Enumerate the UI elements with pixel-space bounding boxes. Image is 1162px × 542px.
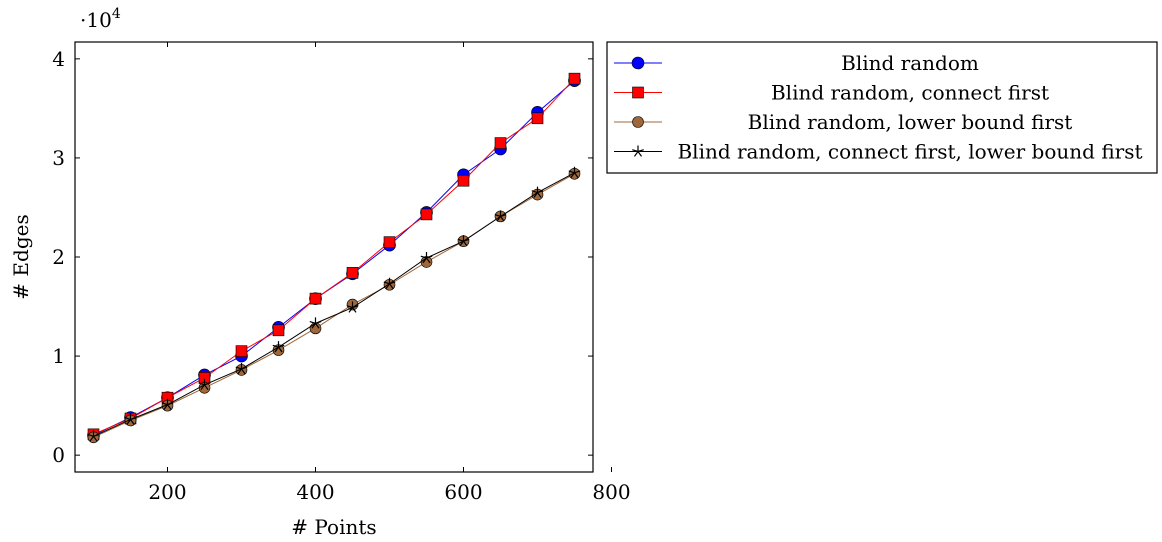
legend-label: Blind random: [841, 51, 979, 75]
y-tick-label: 2: [52, 245, 65, 269]
y-axis-label: # Edges: [9, 214, 33, 299]
data-point: [272, 341, 285, 353]
data-point: [457, 235, 470, 247]
data-point: [309, 322, 322, 335]
y-scale-exponent: 4: [112, 6, 121, 22]
data-point: [494, 137, 507, 149]
data-point: [346, 301, 359, 313]
legend-label: Blind random, connect first, lower bound…: [677, 140, 1142, 164]
data-point: [309, 292, 322, 305]
data-point: [309, 317, 322, 329]
series-1: [87, 74, 581, 442]
data-point: [161, 398, 174, 410]
y-scale-label: ·104: [80, 6, 121, 32]
y-tick-label: 4: [52, 47, 65, 71]
legend-label: Blind random, lower bound first: [748, 110, 1073, 134]
data-point: [632, 86, 644, 99]
series-line: [93, 172, 575, 437]
data-point: [87, 430, 100, 442]
series-2: [87, 72, 581, 441]
data-point: [235, 362, 248, 375]
data-point: [531, 112, 544, 125]
y-tick-label: 0: [52, 443, 65, 467]
legend-label: Blind random, connect first: [771, 81, 1049, 105]
legend-item: Blind random, lower bound first: [614, 110, 1072, 134]
data-point: [420, 208, 433, 221]
data-point: [531, 186, 544, 198]
x-tick-label: 200: [148, 480, 186, 504]
x-axis-label: # Points: [291, 515, 376, 539]
y-tick-label: 3: [52, 146, 65, 170]
data-point: [568, 72, 581, 85]
legend-items: Blind random Blind random, connect first B…: [614, 51, 1143, 164]
data-point: [198, 378, 211, 391]
axis-ticks: 200 400 600 800 0 1 2 3 4: [52, 42, 631, 504]
x-tick-label: 600: [444, 480, 482, 504]
legend-item: Blind random, connect first, lower bound…: [614, 140, 1143, 164]
series-line: [93, 80, 575, 436]
data-point: [383, 277, 396, 289]
data-point: [631, 56, 645, 70]
y-tick-label: 1: [52, 344, 65, 368]
series-layer: [87, 72, 581, 444]
series-line: [93, 78, 575, 435]
legend-item: Blind random: [614, 51, 979, 75]
data-point: [346, 267, 359, 279]
data-point: [383, 236, 396, 248]
x-tick-label: 800: [592, 480, 630, 504]
x-tick-label: 400: [296, 480, 334, 504]
legend-box: [606, 41, 1158, 174]
data-point: [420, 251, 433, 264]
series-4: [87, 166, 581, 442]
legend-item: Blind random, connect first: [614, 81, 1049, 105]
data-point: [272, 324, 285, 337]
data-point: [568, 166, 581, 178]
data-point: [494, 210, 507, 222]
data-point: [632, 116, 644, 128]
legend: Blind random Blind random, connect first B…: [606, 41, 1158, 174]
data-point: [124, 413, 137, 425]
plot-frame: [74, 41, 594, 473]
data-point: [632, 145, 644, 157]
data-point: [457, 174, 470, 187]
data-point: [235, 345, 248, 357]
